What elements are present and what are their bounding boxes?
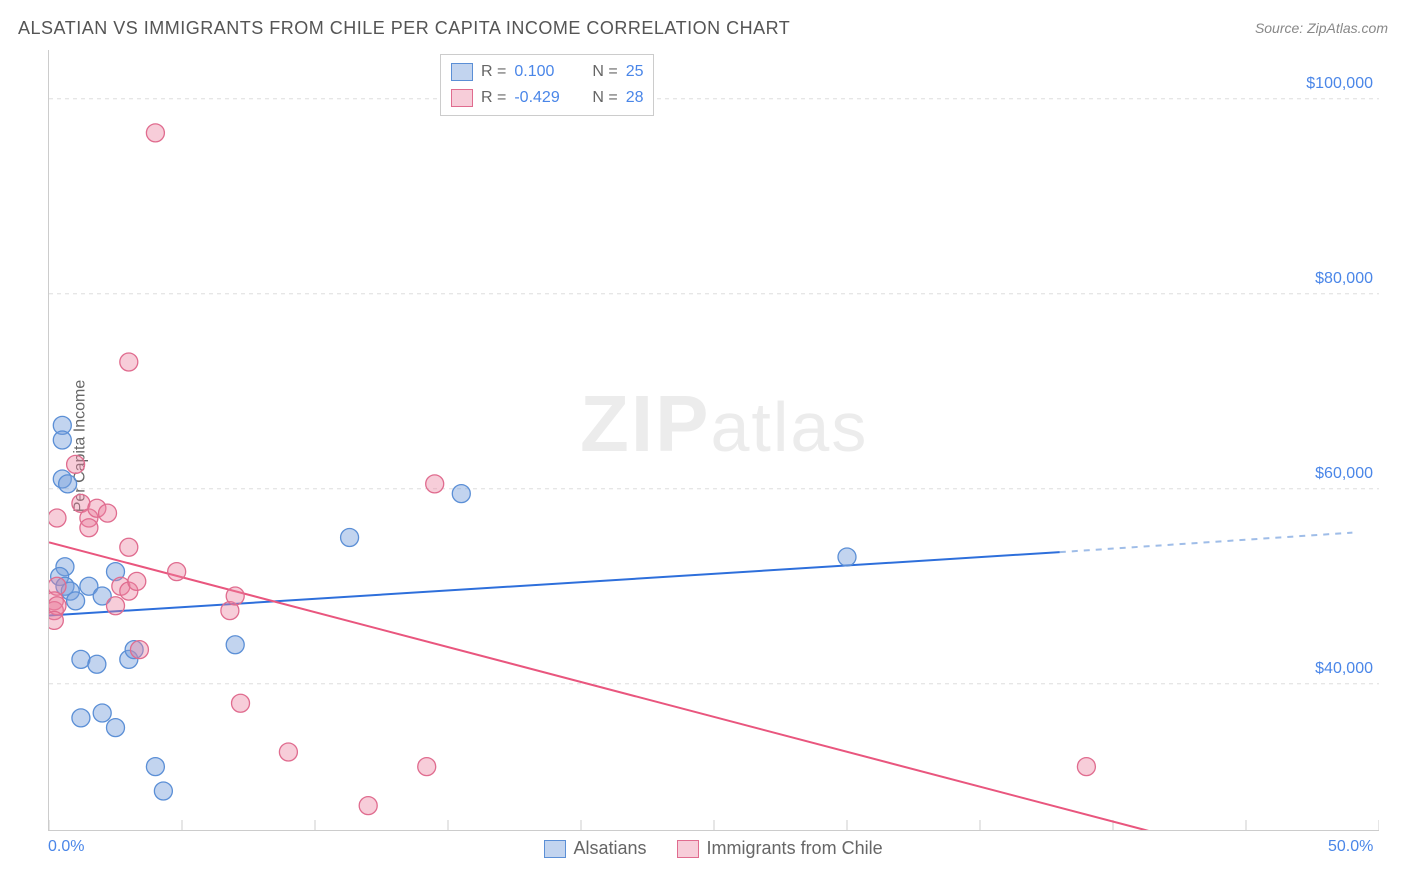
legend-r-value: 0.100	[514, 63, 574, 81]
legend-n-value: 25	[626, 63, 644, 81]
chart-title: ALSATIAN VS IMMIGRANTS FROM CHILE PER CA…	[18, 18, 790, 39]
y-tick-label: $100,000	[1288, 75, 1373, 93]
legend-swatch	[544, 840, 566, 858]
legend-swatch	[677, 840, 699, 858]
legend-series-label: Alsatians	[574, 838, 647, 859]
legend-n-value: 28	[626, 89, 644, 107]
legend-n-prefix: N =	[592, 63, 617, 81]
legend-swatch	[451, 63, 473, 81]
legend-correlation-row: R = -0.429 N = 28	[451, 85, 643, 111]
x-tick-label: 50.0%	[1328, 838, 1373, 856]
legend-series-item: Alsatians	[544, 838, 647, 859]
source-attribution: Source: ZipAtlas.com	[1255, 20, 1388, 36]
legend-correlation-row: R = 0.100 N = 25	[451, 59, 643, 85]
chart-container: ALSATIAN VS IMMIGRANTS FROM CHILE PER CA…	[0, 0, 1406, 892]
scatter-plot	[48, 50, 1379, 831]
legend-correlation-box: R = 0.100 N = 25 R = -0.429 N = 28	[440, 54, 654, 116]
x-tick-label: 0.0%	[48, 838, 84, 856]
y-tick-label: $80,000	[1288, 270, 1373, 288]
legend-swatch	[451, 89, 473, 107]
legend-r-value: -0.429	[514, 89, 574, 107]
source-name: ZipAtlas.com	[1307, 20, 1388, 36]
legend-r-prefix: R =	[481, 63, 506, 81]
y-tick-label: $40,000	[1288, 660, 1373, 678]
y-tick-label: $60,000	[1288, 465, 1373, 483]
legend-n-prefix: N =	[592, 89, 617, 107]
source-prefix: Source:	[1255, 20, 1307, 36]
legend-series-label: Immigrants from Chile	[707, 838, 883, 859]
legend-series-item: Immigrants from Chile	[677, 838, 883, 859]
legend-series: Alsatians Immigrants from Chile	[544, 838, 883, 859]
legend-r-prefix: R =	[481, 89, 506, 107]
